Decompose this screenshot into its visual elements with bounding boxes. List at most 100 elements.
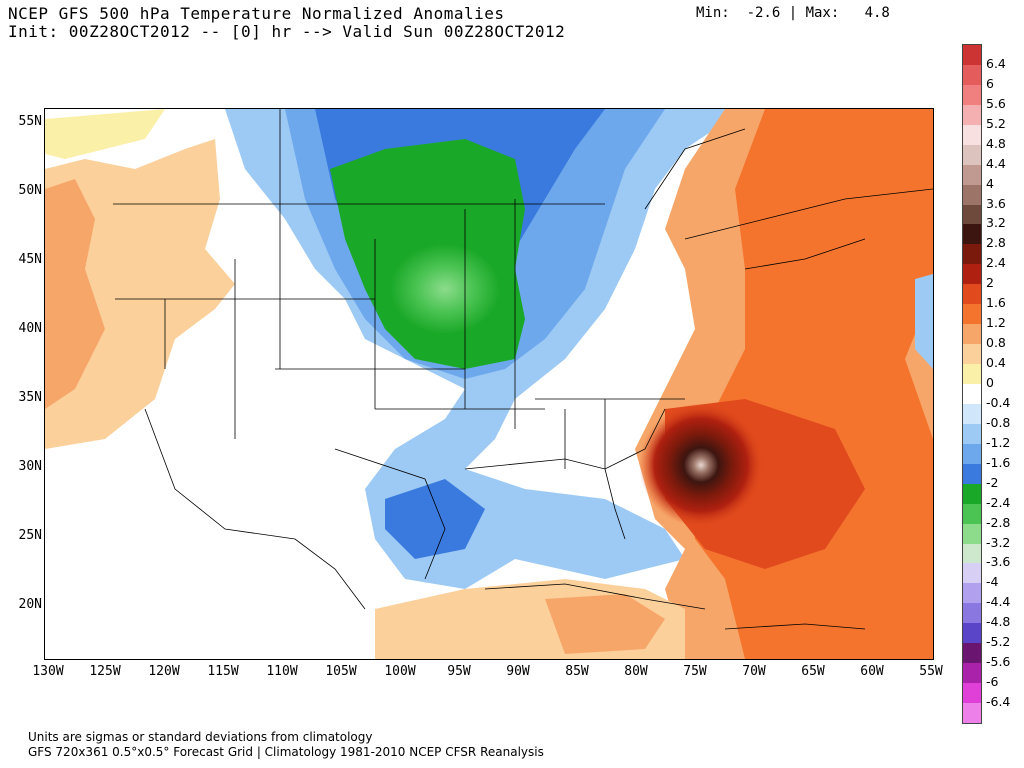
colorbar-swatch	[963, 663, 981, 684]
colorbar-swatch	[963, 703, 981, 724]
colorbar-label: -2	[986, 474, 999, 490]
colorbar-label: 0	[986, 375, 994, 390]
colorbar-swatch	[963, 84, 981, 106]
colorbar-swatch	[963, 523, 981, 545]
colorbar-swatch	[963, 104, 981, 126]
colorbar-swatch	[963, 364, 981, 385]
gulf-cold-anomaly	[385, 479, 485, 559]
lon-label: 75W	[683, 664, 707, 679]
colorbar-label: 5.2	[986, 115, 1006, 131]
colorbar-label: -4.4	[986, 594, 1011, 610]
colorbar-label: -4.8	[986, 614, 1011, 630]
colorbar-swatch	[963, 204, 981, 225]
colorbar-label: 2	[986, 275, 994, 291]
colorbar-label: 1.2	[986, 315, 1006, 331]
colorbar-swatch	[963, 384, 981, 405]
colorbar-label: 5.6	[986, 95, 1006, 111]
colorbar-swatch	[963, 483, 981, 505]
colorbar-label: -0.4	[986, 394, 1011, 410]
hurricane-sandy	[639, 403, 763, 527]
lat-label: 40N	[18, 321, 42, 336]
grid-info-note: GFS 720x361 0.5°x0.5° Forecast Grid | Cl…	[28, 745, 544, 759]
colorbar-swatch	[963, 124, 981, 146]
boundaries	[113, 109, 933, 630]
colorbar-swatch	[963, 643, 981, 664]
colorbar-swatch	[963, 463, 981, 485]
colorbar-swatch	[963, 324, 981, 345]
colorbar-label: 4.4	[986, 155, 1006, 171]
colorbar-label: -1.2	[986, 434, 1011, 450]
lon-label: 100W	[384, 664, 416, 679]
colorbar	[962, 44, 982, 724]
west-warm-anomaly-core	[45, 179, 105, 409]
lon-label: 115W	[207, 664, 239, 679]
colorbar-swatch	[963, 144, 981, 166]
colorbar-label: 2.4	[986, 255, 1006, 271]
colorbar-swatch	[963, 583, 981, 604]
colorbar-label: 1.6	[986, 295, 1006, 311]
colorbar-label: 0.4	[986, 355, 1006, 371]
colorbar-label: 6	[986, 75, 994, 91]
lon-label: 70W	[742, 664, 766, 679]
lon-label: 80W	[624, 664, 648, 679]
colorbar-swatch	[963, 64, 981, 86]
map-canvas	[45, 109, 933, 659]
lon-label: 125W	[89, 664, 121, 679]
colorbar-swatch	[963, 563, 981, 584]
colorbar-label: -6.4	[986, 694, 1011, 710]
colorbar-swatch	[963, 244, 981, 265]
colorbar-label: 4.8	[986, 135, 1006, 151]
lat-label: 25N	[18, 528, 42, 543]
lat-label: 30N	[18, 459, 42, 474]
colorbar-label: -3.2	[986, 534, 1011, 550]
pacific-nw-warm	[45, 109, 165, 159]
lon-label: 120W	[148, 664, 180, 679]
colorbar-swatch	[963, 264, 981, 285]
colorbar-swatch	[963, 45, 981, 66]
units-note: Units are sigmas or standard deviations …	[28, 730, 373, 744]
colorbar-label: -5.6	[986, 654, 1011, 670]
lat-label: 35N	[18, 390, 42, 405]
lon-label: 90W	[506, 664, 530, 679]
colorbar-label: -0.8	[986, 414, 1011, 430]
colorbar-swatch	[963, 603, 981, 624]
atlantic-cold-patch	[915, 274, 933, 369]
colorbar-label: -5.2	[986, 634, 1011, 650]
colorbar-swatch	[963, 403, 981, 425]
lon-label: 60W	[860, 664, 884, 679]
min-max-readout: Min: -2.6 | Max: 4.8	[696, 5, 890, 21]
lat-label: 20N	[18, 597, 42, 612]
colorbar-swatch	[963, 164, 981, 186]
colorbar-swatch	[963, 503, 981, 525]
colorbar-swatch	[963, 284, 981, 305]
lat-label: 55N	[18, 114, 42, 129]
colorbar-swatch	[963, 623, 981, 644]
colorbar-label: -3.6	[986, 554, 1011, 570]
green-cold-core-center	[390, 244, 500, 334]
colorbar-label: 4	[986, 175, 994, 191]
colorbar-label: 3.2	[986, 215, 1006, 231]
colorbar-label: -4	[986, 574, 999, 590]
colorbar-label: -6	[986, 674, 999, 690]
colorbar-label: -2.4	[986, 494, 1011, 510]
colorbar-swatch	[963, 184, 981, 206]
lat-label: 50N	[18, 183, 42, 198]
lon-label: 85W	[565, 664, 589, 679]
colorbar-swatch	[963, 344, 981, 365]
lon-label: 110W	[266, 664, 298, 679]
chart-title: NCEP GFS 500 hPa Temperature Normalized …	[8, 4, 505, 23]
colorbar-label: 2.8	[986, 235, 1006, 251]
lon-label: 130W	[32, 664, 64, 679]
colorbar-label: -1.6	[986, 454, 1011, 470]
colorbar-label: 6.4	[986, 55, 1006, 71]
lon-label: 55W	[919, 664, 943, 679]
colorbar-swatch	[963, 683, 981, 704]
colorbar-label: -2.8	[986, 514, 1011, 530]
caribbean-warm-core	[545, 594, 665, 654]
colorbar-label: 0.8	[986, 335, 1006, 351]
lat-label: 45N	[18, 252, 42, 267]
anomaly-map	[44, 108, 934, 660]
colorbar-swatch	[963, 423, 981, 445]
colorbar-swatch	[963, 304, 981, 325]
colorbar-label: 3.6	[986, 195, 1006, 211]
